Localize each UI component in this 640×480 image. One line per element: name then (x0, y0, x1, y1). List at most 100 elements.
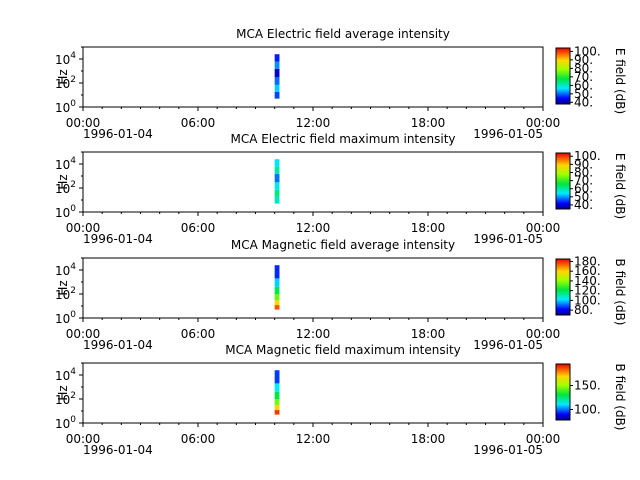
x-tick-label: 12:00 (296, 116, 331, 130)
spectrogram-cell (274, 294, 280, 301)
colorbar-tick-label: 120. (574, 284, 601, 298)
panel-3: MCA Magnetic field average intensity 00:0… (55, 238, 627, 352)
colorbar-tick-label: 70. (574, 174, 593, 188)
colorbar-label: E field (dB) (613, 48, 627, 114)
plot-frame (82, 257, 544, 319)
x-tick-label: 06:00 (181, 327, 216, 341)
spectrogram-cell (274, 68, 280, 78)
x-tick-label: 18:00 (411, 432, 446, 446)
spectrogram-cell (274, 410, 280, 415)
colorbar-tick-label: 100. (574, 293, 601, 307)
y-tick-label: 100 (55, 204, 76, 220)
x-tick-label: 06:00 (181, 221, 216, 235)
spectrogram-cell (274, 173, 280, 183)
x-tick-label: 06:00 (181, 116, 216, 130)
spectrogram-cell (274, 300, 280, 306)
y-tick-label: 102 (55, 180, 76, 196)
plot-frame (82, 362, 544, 424)
x-tick-label: 00:00 (66, 327, 101, 341)
x-tick-label: 18:00 (411, 116, 446, 130)
panel-title: MCA Magnetic field average intensity (231, 238, 455, 252)
plot-frame (82, 151, 544, 213)
spectrogram-cell (274, 286, 280, 294)
colorbar (555, 152, 571, 210)
colorbar-tick-label: 80. (574, 165, 593, 179)
x-date-label: 1996-01-05 (473, 232, 543, 246)
y-tick-label: 104 (55, 367, 76, 383)
colorbar-tick-label: 140. (574, 274, 601, 288)
spectrogram-cell (274, 182, 280, 190)
y-axis-label: Hz (56, 174, 70, 189)
colorbar-label: B field (dB) (613, 364, 627, 431)
spectrogram-cell (274, 305, 280, 310)
colorbar-tick-label: 100. (574, 44, 601, 58)
spectrogram-cell (274, 278, 280, 287)
y-tick-label: 100 (55, 415, 76, 431)
spectrogram-cell (274, 391, 280, 399)
colorbar-tick-label: 100. (574, 402, 601, 416)
colorbar-tick-label: 180. (574, 254, 601, 268)
y-tick-label: 104 (55, 51, 76, 67)
x-tick-label: 00:00 (526, 221, 561, 235)
colorbar-tick-label: 50. (574, 87, 593, 101)
colorbar-tick-label: 40. (574, 95, 593, 109)
spectrogram-cell (274, 265, 280, 279)
panel-1: MCA Electric field average intensity 00:0… (55, 27, 627, 141)
x-tick-label: 18:00 (411, 221, 446, 235)
spectrogram-cell (274, 383, 280, 392)
colorbar-tick-label: 80. (574, 61, 593, 75)
spectrogram-cell (274, 189, 280, 197)
colorbar-tick-label: 80. (574, 303, 593, 317)
spectrogram-cell (274, 159, 280, 167)
x-date-label: 1996-01-05 (473, 127, 543, 141)
panel-2: MCA Electric field maximum intensity 00:0… (55, 132, 627, 246)
y-axis-label: Hz (56, 280, 70, 295)
y-tick-label: 104 (55, 156, 76, 172)
spectrogram-cell (274, 91, 280, 99)
y-axis-label: Hz (56, 385, 70, 400)
spectrogram-cell (274, 77, 280, 85)
plot-frame (82, 46, 544, 108)
x-tick-label: 12:00 (296, 221, 331, 235)
colorbar (555, 363, 571, 421)
x-date-label: 1996-01-05 (473, 443, 543, 457)
spectrogram-cell (274, 405, 280, 411)
x-tick-label: 00:00 (66, 221, 101, 235)
y-axis-label: Hz (56, 69, 70, 84)
x-tick-label: 12:00 (296, 327, 331, 341)
colorbar-tick-label: 50. (574, 190, 593, 204)
x-tick-label: 06:00 (181, 432, 216, 446)
x-tick-label: 00:00 (526, 327, 561, 341)
colorbar-tick-label: 60. (574, 182, 593, 196)
x-date-label: 1996-01-04 (83, 232, 153, 246)
colorbar-tick-label: 100. (574, 149, 601, 163)
y-tick-label: 100 (55, 99, 76, 115)
x-date-label: 1996-01-04 (83, 443, 153, 457)
colorbar (555, 47, 571, 105)
spectrogram-cell (274, 399, 280, 406)
x-tick-label: 00:00 (526, 116, 561, 130)
x-tick-label: 00:00 (526, 432, 561, 446)
x-tick-label: 18:00 (411, 327, 446, 341)
x-tick-label: 00:00 (66, 432, 101, 446)
panel-4: MCA Magnetic field maximum intensity 00:0… (55, 343, 627, 457)
y-tick-label: 102 (55, 75, 76, 91)
spectrogram-cell (274, 84, 280, 92)
colorbar-label: E field (dB) (613, 153, 627, 219)
x-date-label: 1996-01-04 (83, 127, 153, 141)
x-tick-label: 12:00 (296, 432, 331, 446)
y-tick-label: 102 (55, 391, 76, 407)
colorbar-tick-label: 40. (574, 198, 593, 212)
spectrogram-cell (274, 166, 280, 174)
x-tick-label: 00:00 (66, 116, 101, 130)
x-date-label: 1996-01-04 (83, 338, 153, 352)
panel-title: MCA Magnetic field maximum intensity (225, 343, 461, 357)
spectrogram-cell (274, 54, 280, 62)
colorbar-tick-label: 90. (574, 53, 593, 67)
panel-title: MCA Electric field average intensity (236, 27, 450, 41)
colorbar-label: B field (dB) (613, 259, 627, 326)
colorbar-tick-label: 160. (574, 264, 601, 278)
panel-title: MCA Electric field maximum intensity (230, 132, 455, 146)
colorbar-tick-label: 60. (574, 78, 593, 92)
